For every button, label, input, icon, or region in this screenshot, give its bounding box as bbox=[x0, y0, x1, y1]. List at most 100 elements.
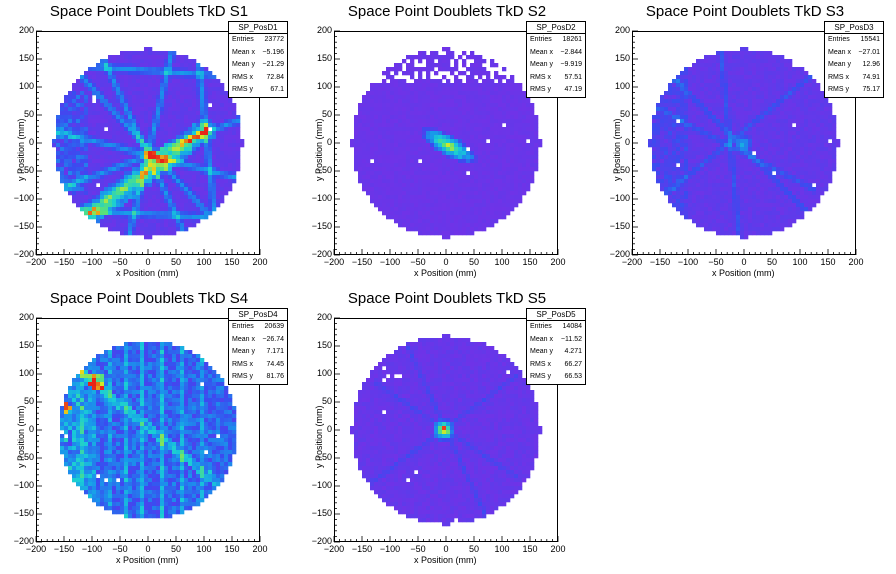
stats-histogram-name: SP_PosD2 bbox=[527, 22, 585, 34]
heatmap-bin bbox=[668, 127, 673, 132]
heatmap-bin bbox=[772, 123, 777, 128]
heatmap-bin bbox=[478, 63, 483, 68]
heatmap-bin bbox=[358, 167, 363, 172]
heatmap-bin bbox=[398, 107, 403, 112]
heatmap-bin bbox=[728, 155, 733, 160]
heatmap-bin bbox=[140, 155, 145, 160]
heatmap-bin bbox=[104, 163, 109, 168]
heatmap-bin bbox=[740, 191, 745, 196]
heatmap-bin bbox=[756, 199, 761, 204]
heatmap-bin bbox=[740, 207, 745, 212]
heatmap-bin bbox=[716, 95, 721, 100]
heatmap-bin bbox=[208, 95, 213, 100]
heatmap-bin bbox=[712, 115, 717, 120]
heatmap-bin bbox=[696, 207, 701, 212]
heatmap-bin bbox=[426, 143, 431, 148]
heatmap-bin bbox=[414, 219, 419, 224]
heatmap-bin bbox=[88, 135, 93, 140]
heatmap-bin bbox=[700, 139, 705, 144]
heatmap-bin bbox=[490, 63, 495, 68]
heatmap-bin bbox=[108, 151, 113, 156]
heatmap-bin bbox=[450, 175, 455, 180]
stats-value: 18261 bbox=[562, 36, 582, 43]
heatmap-bin bbox=[434, 91, 439, 96]
heatmap-bin bbox=[470, 107, 475, 112]
heatmap-bin bbox=[196, 163, 201, 168]
heatmap-bin bbox=[160, 171, 165, 176]
heatmap-bin bbox=[688, 171, 693, 176]
heatmap-bin bbox=[744, 147, 749, 152]
heatmap-bin bbox=[140, 211, 145, 216]
heatmap-bin bbox=[374, 203, 379, 208]
heatmap-bin bbox=[736, 191, 741, 196]
heatmap-bin bbox=[506, 123, 511, 128]
heatmap-bin bbox=[204, 99, 209, 104]
heatmap-bin bbox=[398, 195, 403, 200]
heatmap-bin bbox=[470, 63, 475, 68]
heatmap-bin bbox=[430, 143, 435, 148]
heatmap-bin bbox=[462, 95, 467, 100]
heatmap-bin bbox=[64, 143, 69, 148]
heatmap-bin bbox=[482, 147, 487, 152]
heatmap-bin bbox=[672, 91, 677, 96]
heatmap-bin bbox=[144, 183, 149, 188]
heatmap-bin bbox=[688, 127, 693, 132]
heatmap-bin bbox=[506, 119, 511, 124]
heatmap-bin bbox=[212, 155, 217, 160]
heatmap-bin bbox=[458, 151, 463, 156]
heatmap-bin bbox=[506, 171, 511, 176]
heatmap-bin bbox=[172, 163, 177, 168]
heatmap-bin bbox=[466, 135, 471, 140]
heatmap-bin bbox=[378, 163, 383, 168]
heatmap-bin bbox=[696, 143, 701, 148]
heatmap-bin bbox=[498, 215, 503, 220]
heatmap-bin bbox=[216, 95, 221, 100]
heatmap-bin bbox=[176, 119, 181, 124]
heatmap-bin bbox=[672, 171, 677, 176]
heatmap-bin bbox=[394, 175, 399, 180]
heatmap-bin bbox=[180, 71, 185, 76]
heatmap-bin bbox=[490, 171, 495, 176]
heatmap-bin bbox=[362, 127, 367, 132]
heatmap-bin bbox=[704, 83, 709, 88]
heatmap-bin bbox=[760, 191, 765, 196]
heatmap-bin bbox=[362, 171, 367, 176]
heatmap-bin bbox=[136, 75, 141, 80]
heatmap-bin bbox=[426, 71, 431, 76]
heatmap-bin bbox=[132, 203, 137, 208]
heatmap-bin bbox=[736, 171, 741, 176]
heatmap-bin bbox=[696, 187, 701, 192]
heatmap-bin bbox=[434, 79, 439, 84]
heatmap-bin bbox=[116, 63, 121, 68]
heatmap-bin bbox=[756, 175, 761, 180]
heatmap-bin bbox=[672, 103, 677, 108]
heatmap-bin bbox=[406, 107, 411, 112]
heatmap-bin bbox=[764, 59, 769, 64]
heatmap-bin bbox=[228, 107, 233, 112]
heatmap-bin bbox=[148, 139, 153, 144]
heatmap-bin bbox=[768, 187, 773, 192]
heatmap-bin bbox=[414, 67, 419, 72]
heatmap-bin bbox=[370, 135, 375, 140]
heatmap-bin bbox=[502, 87, 507, 92]
heatmap-bin bbox=[760, 67, 765, 72]
heatmap-bin bbox=[756, 219, 761, 224]
heatmap-bin bbox=[394, 159, 399, 164]
heatmap-bin bbox=[720, 159, 725, 164]
heatmap-bin bbox=[756, 87, 761, 92]
heatmap-bin bbox=[172, 79, 177, 84]
heatmap-bin bbox=[426, 151, 431, 156]
heatmap-bin bbox=[124, 131, 129, 136]
heatmap-bin bbox=[128, 75, 133, 80]
heatmap-bin bbox=[152, 119, 157, 124]
heatmap-bin bbox=[96, 67, 101, 72]
heatmap-bin bbox=[720, 187, 725, 192]
heatmap-bin bbox=[406, 195, 411, 200]
heatmap-bin bbox=[378, 167, 383, 172]
heatmap-bin bbox=[132, 187, 137, 192]
heatmap-bin bbox=[490, 115, 495, 120]
heatmap-bin bbox=[236, 123, 241, 128]
heatmap-bin bbox=[756, 111, 761, 116]
heatmap-bin bbox=[168, 83, 173, 88]
heatmap-bin bbox=[704, 219, 709, 224]
